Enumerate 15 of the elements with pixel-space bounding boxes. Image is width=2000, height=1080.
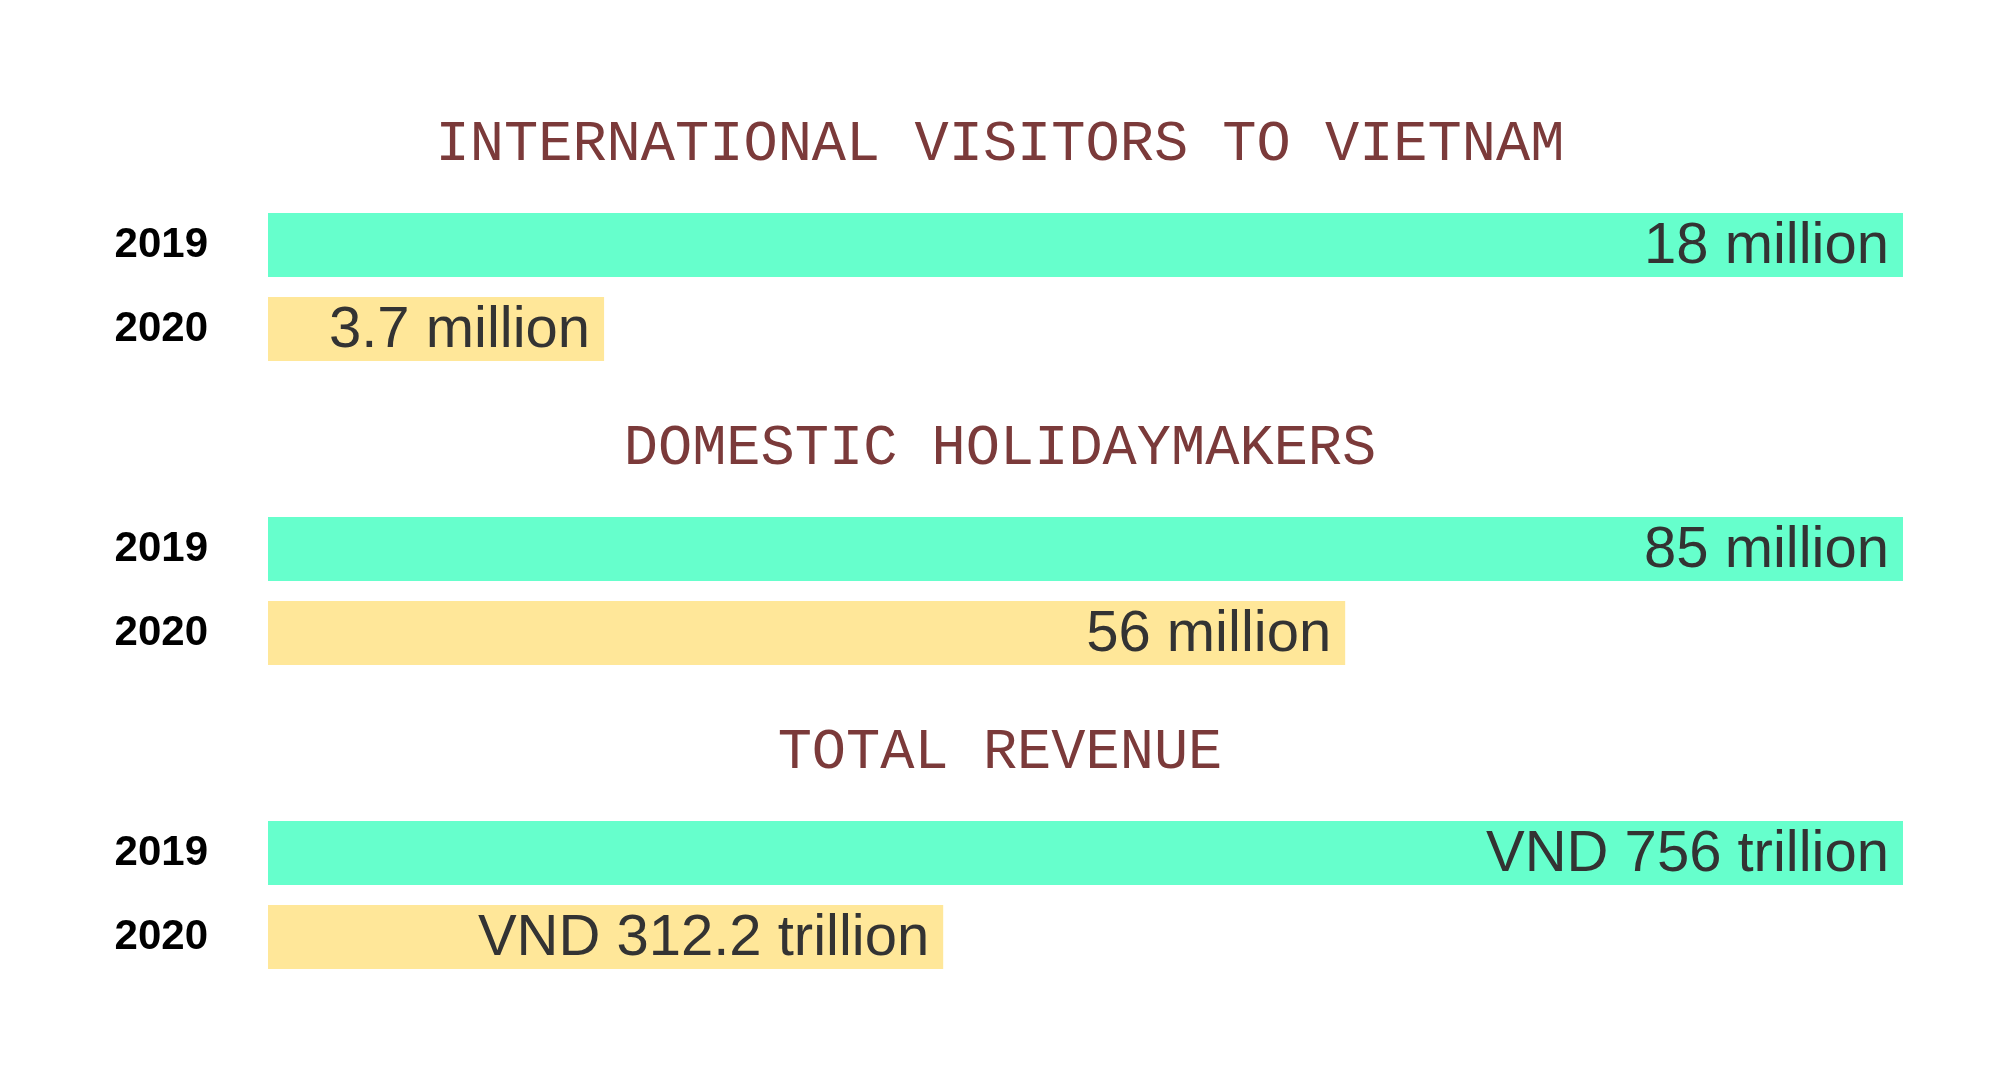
chart-title: TOTAL REVENUE	[776, 721, 1224, 785]
data-label: 18 million	[1644, 210, 1889, 275]
y-tick-label: 2020	[114, 606, 208, 654]
y-tick-label: 2020	[114, 910, 208, 958]
chart-title: INTERNATIONAL VISITORS TO VIETNAM	[434, 113, 1566, 177]
data-label: VND 312.2 trillion	[477, 902, 930, 967]
data-label: 85 million	[1644, 514, 1889, 579]
data-label: 3.7 million	[328, 294, 591, 359]
chart-title: DOMESTIC HOLIDAYMAKERS	[622, 417, 1378, 481]
y-tick-label: 2019	[114, 522, 208, 570]
y-tick-label: 2019	[114, 826, 208, 874]
y-tick-label: 2020	[114, 302, 208, 350]
data-label: VND 756 trillion	[1486, 818, 1889, 883]
y-tick-label: 2019	[114, 218, 208, 266]
data-label: 56 million	[1086, 598, 1332, 663]
